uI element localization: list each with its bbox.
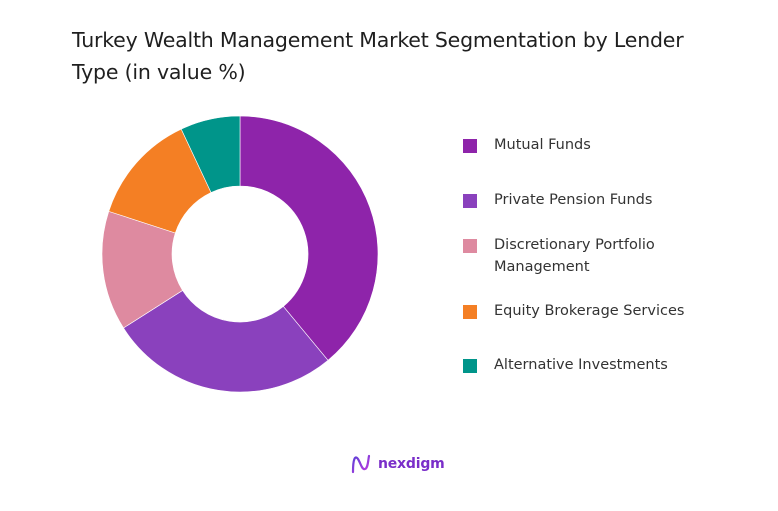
legend-swatch <box>463 139 477 153</box>
chart-title: Turkey Wealth Management Market Segmenta… <box>72 28 684 84</box>
logo-text: nexdigm <box>378 456 445 472</box>
nexdigm-logo-icon <box>351 454 371 474</box>
legend-swatch <box>463 239 477 253</box>
legend-swatch <box>463 305 477 319</box>
donut-slice-private-pension-funds <box>123 290 329 393</box>
legend-swatch <box>463 194 477 208</box>
legend-item-private-pension-funds: Private Pension Funds <box>463 192 763 211</box>
legend-item-equity-brokerage-services: Equity Brokerage Services <box>463 303 763 322</box>
donut-slice-alternative-investments <box>180 115 241 193</box>
nexdigm-logo: nexdigm <box>350 453 445 475</box>
legend-label: Mutual Funds <box>494 137 591 153</box>
legend-label: Discretionary Portfolio Management <box>494 237 655 275</box>
donut-slice-mutual-funds <box>239 115 379 361</box>
legend-label: Private Pension Funds <box>494 192 653 208</box>
legend-label: Equity Brokerage Services <box>494 303 685 319</box>
legend-label: Alternative Investments <box>494 357 668 373</box>
legend-item-mutual-funds: Mutual Funds <box>463 137 763 156</box>
legend-swatch <box>463 359 477 373</box>
legend-item-alternative-investments: Alternative Investments <box>463 357 763 376</box>
legend-item-discretionary-portfolio-management: Discretionary Portfolio Management <box>463 237 693 278</box>
